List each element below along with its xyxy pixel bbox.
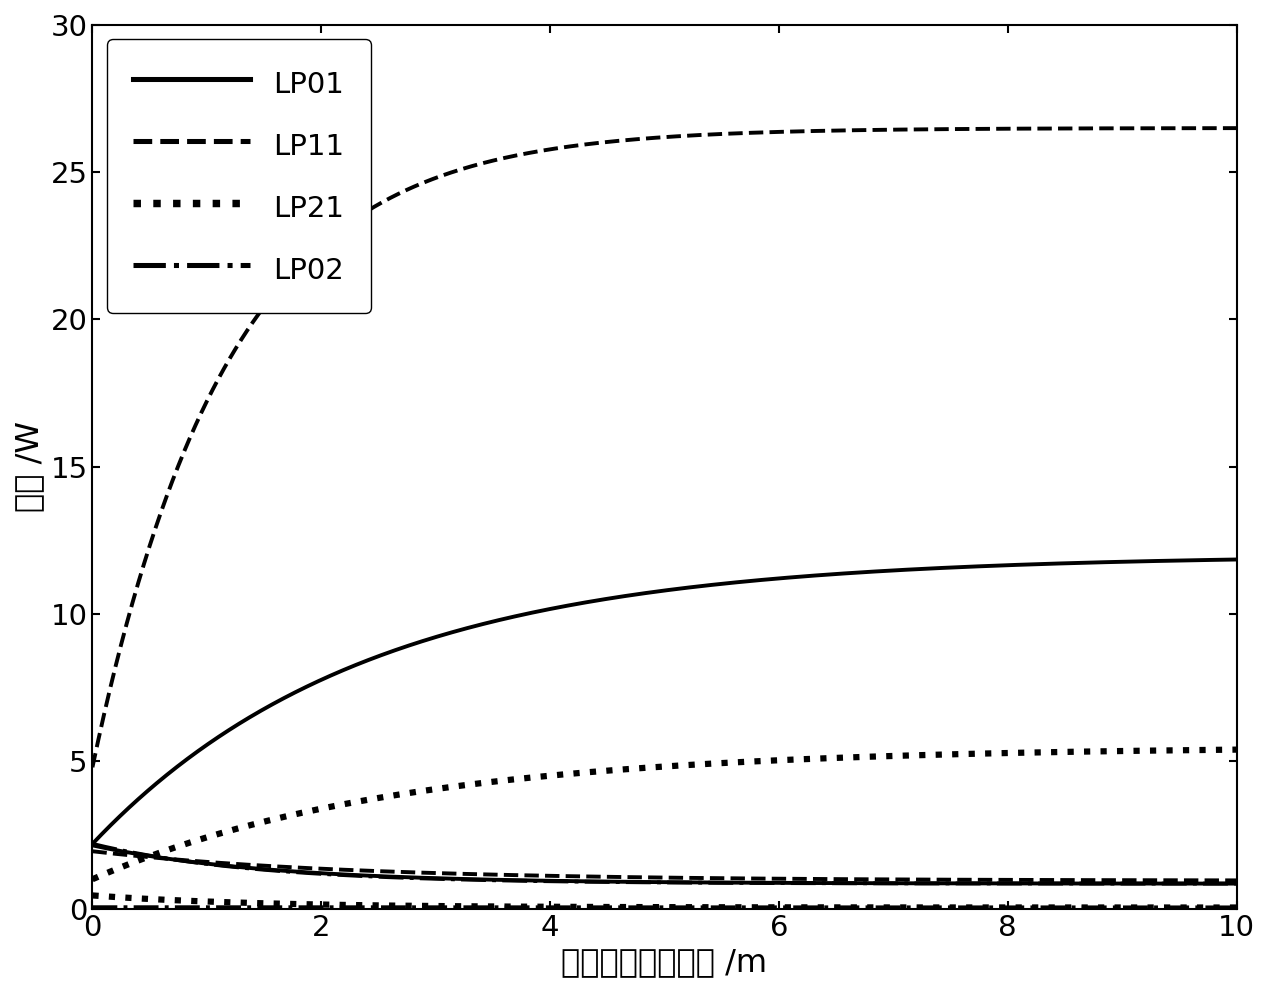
Y-axis label: 功率 /W: 功率 /W bbox=[14, 422, 44, 512]
Legend: LP01, LP11, LP21, LP02: LP01, LP11, LP21, LP02 bbox=[107, 40, 371, 313]
X-axis label: 增益光纤轴向位置 /m: 增益光纤轴向位置 /m bbox=[561, 947, 768, 978]
